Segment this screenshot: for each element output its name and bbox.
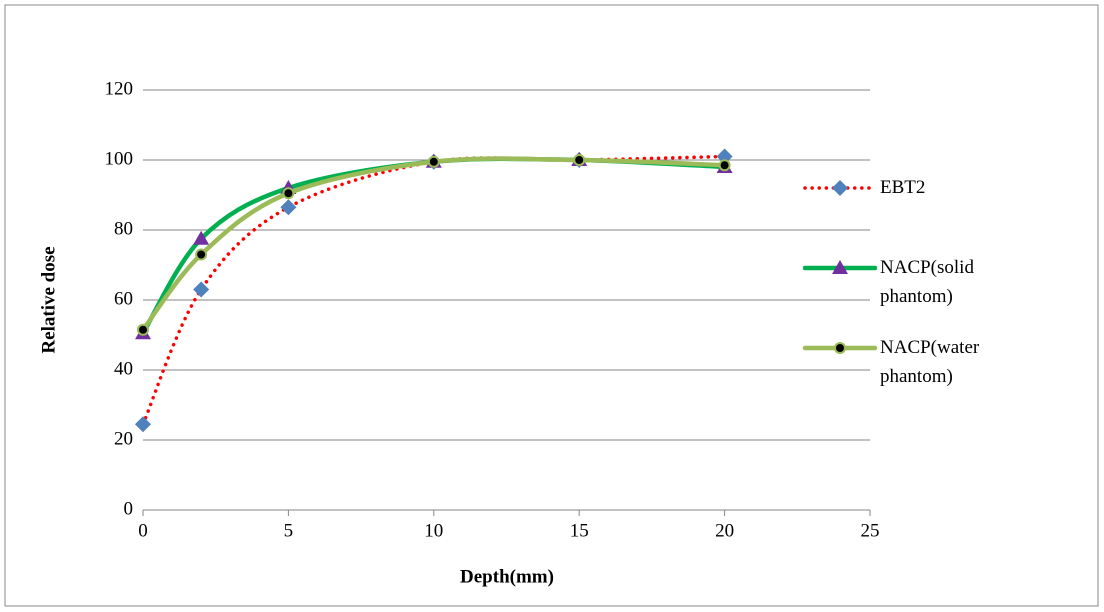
y-tick-label: 20 xyxy=(114,428,133,449)
marker xyxy=(427,155,440,168)
marker xyxy=(832,180,848,196)
y-tick-label: 100 xyxy=(105,148,134,169)
marker xyxy=(573,154,586,166)
y-tick-label: 120 xyxy=(105,78,134,99)
series-line xyxy=(141,154,727,426)
x-tick-label: 25 xyxy=(861,520,880,541)
legend-label: NACP(water phantom) xyxy=(880,337,980,387)
marker xyxy=(718,159,731,172)
y-tick-label: 40 xyxy=(114,358,133,379)
y-tick-label: 80 xyxy=(114,218,133,239)
marker xyxy=(282,187,295,200)
marker xyxy=(137,323,149,336)
legend-label: NACP(solid phantom) xyxy=(880,257,974,307)
x-tick-label: 20 xyxy=(715,520,734,541)
chart-border xyxy=(4,4,1099,607)
y-axis-title: Relative dose xyxy=(38,246,59,353)
x-tick-label: 0 xyxy=(138,520,148,541)
x-axis-title: Depth(mm) xyxy=(460,566,554,587)
marker xyxy=(716,148,733,165)
legend-label: EBT2 xyxy=(880,177,926,198)
x-tick-label: 5 xyxy=(284,520,294,541)
marker xyxy=(193,281,210,298)
marker xyxy=(834,342,846,354)
marker xyxy=(280,199,297,216)
marker xyxy=(135,416,151,433)
marker xyxy=(193,230,210,245)
x-tick-label: 15 xyxy=(570,520,589,541)
marker xyxy=(195,248,208,261)
y-tick-label: 0 xyxy=(124,498,134,519)
marker xyxy=(832,260,848,274)
x-tick-label: 10 xyxy=(424,520,443,541)
y-tick-label: 60 xyxy=(114,288,133,309)
